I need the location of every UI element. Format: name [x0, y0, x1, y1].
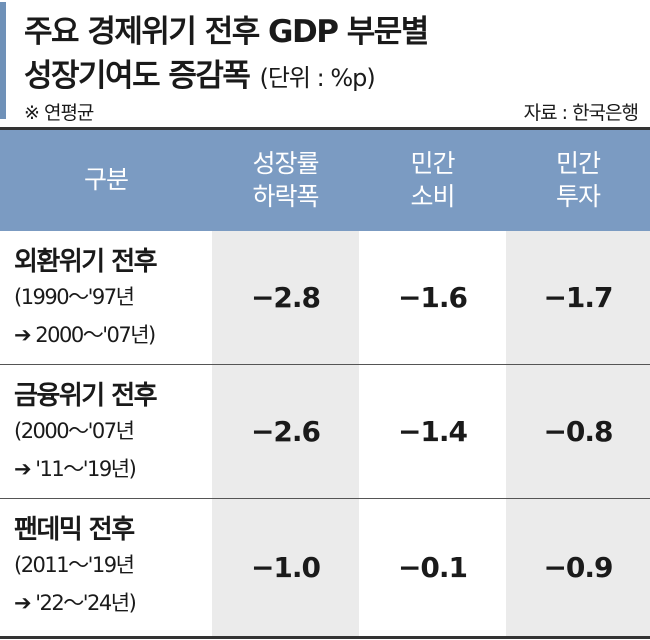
header-private-investment: 민간 투자: [506, 130, 650, 231]
title-line-2-text: 성장기여도 증감폭: [24, 58, 251, 94]
table-row: 금융위기 전후 (2000～'07년 ➔ '11～'19년) −2.6 −1.4…: [0, 365, 650, 498]
row-divider: [0, 498, 650, 499]
header-growth-decline: 성장률 하락폭: [212, 130, 359, 231]
header-category-label: 구분: [83, 165, 129, 195]
value-private-consumption: −1.6: [359, 231, 506, 364]
header-investment-line1: 민간: [555, 149, 601, 178]
row-period-to: ➔ '11～'19년): [14, 457, 137, 481]
header-consumption-line2: 소비: [410, 181, 455, 211]
title-accent-bar: [0, 2, 6, 119]
value-private-investment: −0.9: [506, 499, 650, 636]
value-private-consumption: −1.4: [359, 365, 506, 498]
row-label-cell: 외환위기 전후 (1990～'97년 ➔ 2000～'07년): [0, 231, 212, 364]
header-growth-line1: 성장률: [252, 149, 319, 178]
row-period-to: ➔ '22～'24년): [14, 591, 137, 615]
header-consumption-line1: 민간: [410, 149, 455, 178]
header-private-consumption: 민간 소비: [359, 130, 506, 231]
table-header: 구분 성장률 하락폭 민간 소비 민간 투자: [0, 127, 650, 231]
row-label: 금융위기 전후: [14, 381, 158, 411]
source-text: 자료 : 한국은행: [523, 102, 639, 124]
data-table: 구분 성장률 하락폭 민간 소비 민간 투자 외환위기 전후 (1990～'97…: [0, 127, 650, 640]
value-private-investment: −0.8: [506, 365, 650, 498]
row-label-cell: 금융위기 전후 (2000～'07년 ➔ '11～'19년): [0, 365, 212, 498]
header-category: 구분: [0, 130, 212, 231]
value-growth-decline: −2.8: [212, 231, 359, 364]
table-row: 팬데믹 전후 (2011～'19년 ➔ '22～'24년) −1.0 −0.1 …: [0, 499, 650, 636]
row-period-from: (2000～'07년: [14, 419, 135, 443]
row-label-cell: 팬데믹 전후 (2011～'19년 ➔ '22～'24년): [0, 499, 212, 636]
value-private-consumption: −0.1: [359, 499, 506, 636]
value-growth-decline: −1.0: [212, 499, 359, 636]
row-divider: [0, 364, 650, 365]
row-period-from: (1990～'97년: [14, 285, 135, 309]
unit-label: (단위 : %p): [259, 64, 375, 92]
row-label: 팬데믹 전후: [14, 515, 135, 545]
title-block: 주요 경제위기 전후 GDP 부문별 성장기여도 증감폭 (단위 : %p) ※ …: [0, 0, 650, 128]
note-text: ※ 연평균: [24, 102, 94, 124]
header-investment-line2: 투자: [555, 181, 601, 211]
table-row: 외환위기 전후 (1990～'97년 ➔ 2000～'07년) −2.8 −1.…: [0, 231, 650, 364]
header-growth-line2: 하락폭: [252, 181, 319, 211]
value-private-investment: −1.7: [506, 231, 650, 364]
title-line-1: 주요 경제위기 전후 GDP 부문별: [24, 14, 429, 50]
row-period-from: (2011～'19년: [14, 553, 135, 577]
table-bottom-border: [0, 636, 650, 639]
title-line-2: 성장기여도 증감폭 (단위 : %p): [24, 50, 376, 95]
row-label: 외환위기 전후: [14, 247, 158, 277]
value-growth-decline: −2.6: [212, 365, 359, 498]
row-period-to: ➔ 2000～'07년): [14, 323, 156, 347]
